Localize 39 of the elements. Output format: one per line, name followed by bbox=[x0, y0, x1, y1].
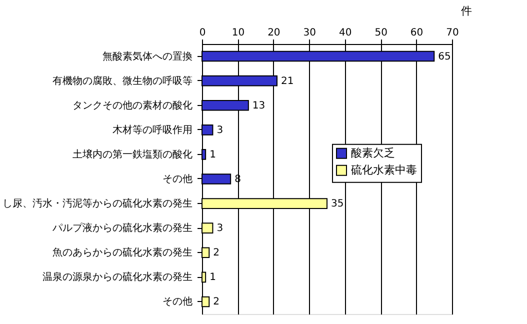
data-label: 3 bbox=[216, 124, 224, 136]
x-tick-label: 50 bbox=[374, 28, 388, 38]
y-tick-label: その他 bbox=[162, 296, 192, 308]
y-tick-label: 魚のあらからの硫化水素の発生 bbox=[52, 246, 192, 259]
x-tick-label: 60 bbox=[410, 28, 424, 38]
y-tick-label: 無酸素気体への置換 bbox=[102, 50, 192, 62]
data-label: 2 bbox=[213, 296, 220, 308]
bar bbox=[202, 296, 210, 308]
legend-label: 酸素欠乏 bbox=[351, 146, 395, 160]
y-tick-label: タンクその他の素材の酸化 bbox=[72, 99, 192, 112]
data-label: 1 bbox=[210, 149, 216, 160]
bar bbox=[202, 247, 210, 258]
x-tick-label: 10 bbox=[232, 28, 245, 38]
y-tick-label: 土壌内の第一鉄塩類の酸化 bbox=[72, 148, 192, 160]
y-tick-label: 木材等の呼吸作用 bbox=[112, 124, 192, 136]
data-label: 3 bbox=[216, 223, 224, 234]
bar bbox=[202, 174, 232, 184]
y-tick-label: その他 bbox=[162, 173, 192, 185]
data-label: 21 bbox=[281, 76, 294, 87]
y-tick-label: し尿、汚水・汚泥等からの硫化水素の発生 bbox=[2, 198, 192, 210]
y-tick-label: 温泉の源泉からの硫化水素の発生 bbox=[42, 271, 192, 284]
data-label: 2 bbox=[213, 248, 220, 259]
y-tick-label: 有機物の腐敗、微生物の呼吸等 bbox=[52, 74, 192, 87]
x-tick-label: 20 bbox=[268, 28, 280, 38]
data-label: 1 bbox=[210, 272, 216, 284]
bar bbox=[202, 222, 214, 234]
data-label: 35 bbox=[331, 198, 344, 210]
legend-label: 硫化水素中毒 bbox=[351, 163, 417, 176]
data-label: 65 bbox=[438, 51, 451, 62]
x-tick-label: 40 bbox=[338, 28, 352, 38]
bar bbox=[202, 124, 214, 136]
bar bbox=[202, 272, 206, 283]
x-axis-title: 件 bbox=[461, 4, 472, 18]
y-tick-label: パルプ液からの硫化水素の発生 bbox=[52, 222, 192, 234]
x-tick-label: 30 bbox=[303, 28, 316, 38]
data-label: 13 bbox=[252, 100, 266, 112]
x-tick-label: 70 bbox=[446, 28, 459, 38]
x-tick-label: 0 bbox=[199, 28, 206, 38]
bar bbox=[202, 149, 206, 160]
